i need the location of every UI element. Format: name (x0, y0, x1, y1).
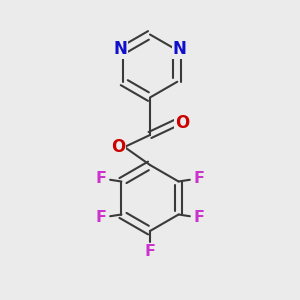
Text: F: F (193, 171, 204, 186)
Text: F: F (145, 244, 155, 259)
Text: N: N (114, 40, 128, 58)
Text: F: F (96, 171, 107, 186)
Text: F: F (96, 210, 107, 225)
Text: O: O (111, 138, 125, 156)
Text: N: N (172, 40, 186, 58)
Text: F: F (193, 210, 204, 225)
Text: O: O (175, 114, 189, 132)
